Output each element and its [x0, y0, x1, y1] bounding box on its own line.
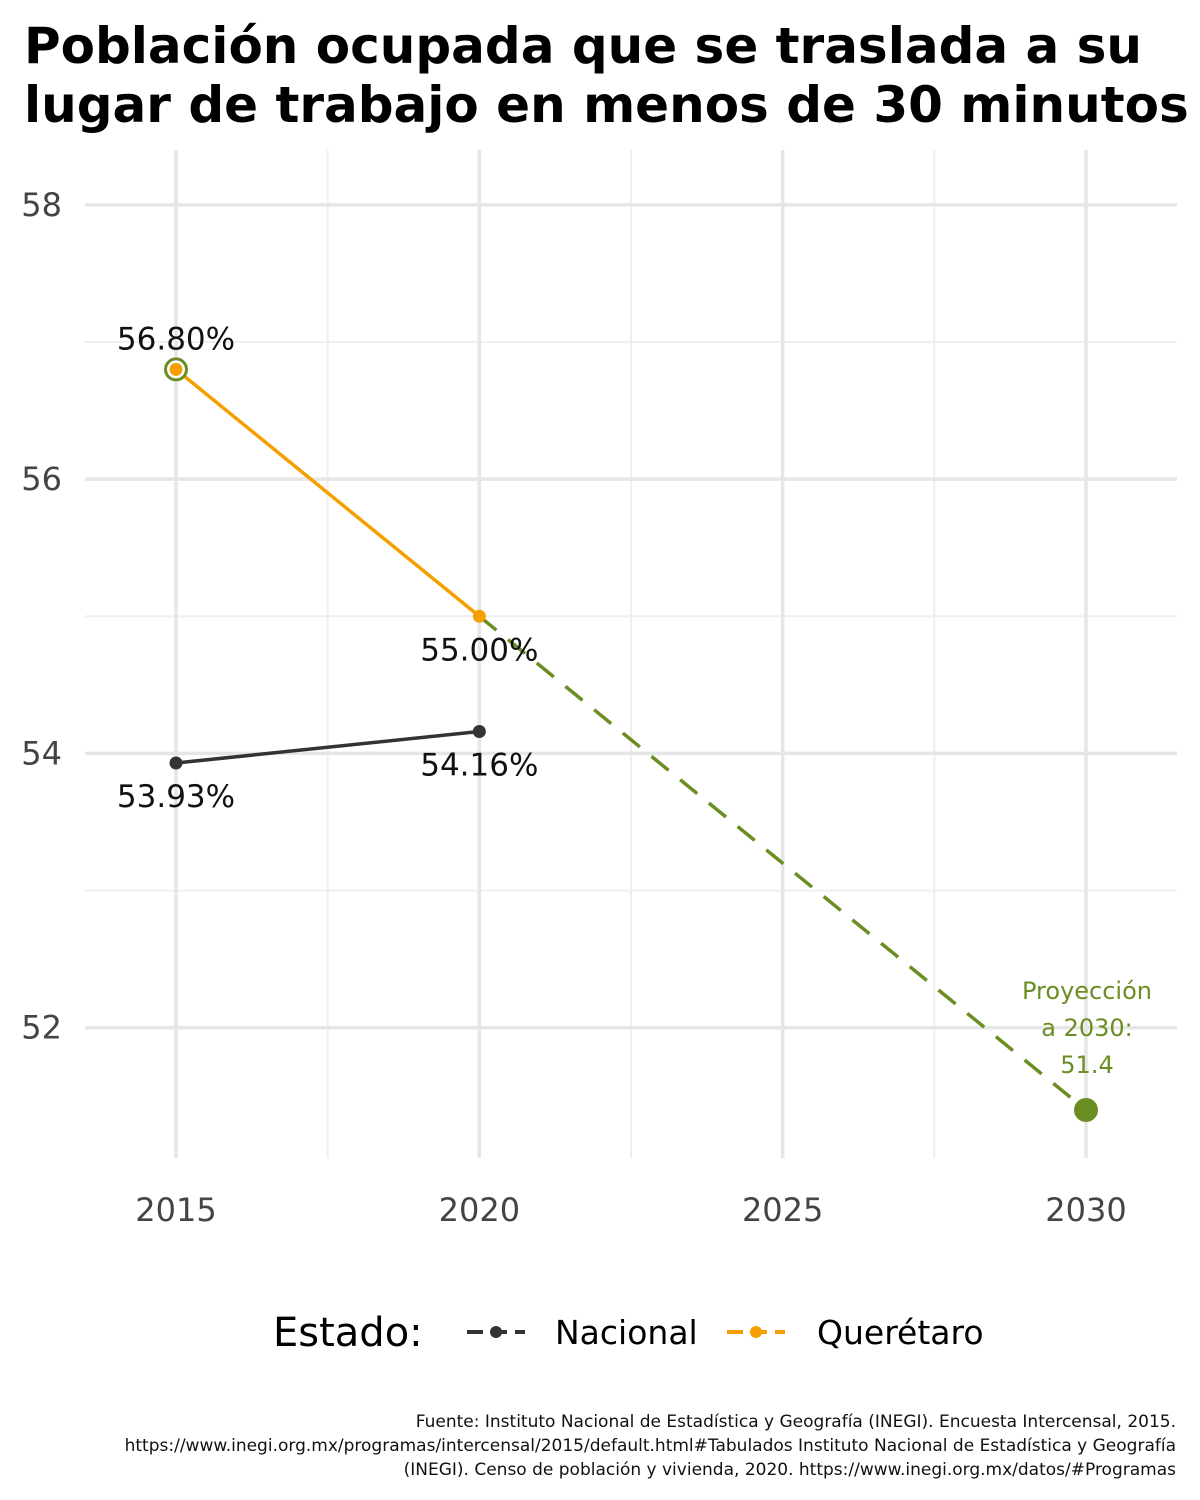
minor-gridlines [85, 150, 1177, 1158]
legend-title: Estado: [273, 1310, 423, 1356]
x-tick-label: 2030 [1045, 1191, 1126, 1229]
data-label-0-0: 53.93% [117, 779, 235, 815]
y-tick-label: 54 [21, 734, 62, 772]
legend: Estado: Nacional Querétaro [273, 1310, 984, 1356]
series-line-1 [174, 368, 481, 618]
caption-line-2: https://www.inegi.org.mx/programas/inter… [125, 1436, 1176, 1456]
y-axis: 52 54 56 58 [21, 186, 62, 1047]
x-tick-label: 2025 [742, 1191, 823, 1229]
legend-label-nacional: Nacional [555, 1313, 698, 1352]
x-axis: 2015 2020 2025 2030 [135, 1191, 1126, 1229]
series-layer [164, 357, 1098, 1122]
caption-line-1: Fuente: Instituto Nacional de Estadístic… [416, 1412, 1176, 1432]
data-label-1-0: 56.80% [117, 321, 235, 357]
data-label-1-1: 55.00% [420, 632, 538, 668]
series-point-0-1 [472, 724, 486, 738]
y-tick-label: 52 [21, 1009, 62, 1047]
legend-key-queretaro-point [750, 1326, 762, 1338]
series-line-0 [175, 729, 480, 765]
series-point-1-1 [472, 609, 486, 623]
major-gridlines [85, 150, 1177, 1158]
x-tick-label: 2015 [135, 1191, 216, 1229]
legend-label-queretaro: Querétaro [817, 1313, 984, 1352]
projection-label-line-3: 51.4 [1060, 1051, 1113, 1079]
legend-key-nacional-point [490, 1326, 502, 1338]
chart-title-line-1: Población ocupada que se traslada a su [24, 17, 1142, 75]
projection-line [478, 614, 1088, 1112]
projection-annotation: Proyección a 2030: 51.4 [1022, 977, 1152, 1079]
data-labels: 53.93% 54.16% 56.80% 55.00% [117, 321, 539, 815]
caption: Fuente: Instituto Nacional de Estadístic… [125, 1412, 1177, 1480]
series-point-0-0 [169, 756, 183, 770]
projection-label-line-1: Proyección [1022, 977, 1152, 1005]
series-point-1-0 [169, 362, 183, 376]
chart-title-line-2: lugar de trabajo en menos de 30 minutos [24, 76, 1189, 134]
projection-point [1074, 1098, 1098, 1122]
y-tick-label: 56 [21, 460, 62, 498]
y-tick-label: 58 [21, 186, 62, 224]
caption-line-3: (INEGI). Censo de población y vivienda, … [404, 1460, 1177, 1480]
data-label-0-1: 54.16% [420, 747, 538, 783]
projection-label-line-2: a 2030: [1041, 1014, 1133, 1042]
x-tick-label: 2020 [439, 1191, 520, 1229]
